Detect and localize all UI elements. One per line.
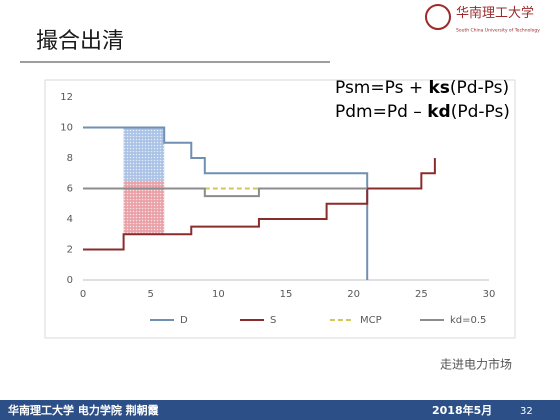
footer-date: 2018年5月 xyxy=(432,403,492,417)
formula-part: (Pd-Ps) xyxy=(450,78,509,98)
x-tick-label: 20 xyxy=(347,289,360,300)
formula-part: kd xyxy=(427,102,450,122)
footer-bar xyxy=(0,400,560,420)
formula-part: Psm=Ps + xyxy=(335,78,428,98)
shaded-texture xyxy=(123,180,165,235)
logo-subtext: South China University of Technology xyxy=(456,28,540,34)
x-tick-label: 0 xyxy=(80,289,86,300)
formula-part: ks xyxy=(428,78,449,98)
logo-text: 华南理工大学 xyxy=(456,5,534,20)
footer-left: 华南理工大学 电力学院 荆朝霞 xyxy=(8,403,160,417)
y-tick-label: 10 xyxy=(60,123,73,134)
x-tick-label: 5 xyxy=(147,289,153,300)
chart-frame xyxy=(44,79,516,339)
watermark: 走进电力市场 xyxy=(440,357,512,372)
shaded-texture xyxy=(123,127,165,181)
legend-label: D xyxy=(180,315,188,326)
y-tick-label: 2 xyxy=(67,245,73,256)
x-tick-label: 15 xyxy=(280,289,293,300)
legend-label: kd=0.5 xyxy=(450,315,486,326)
formula: Pdm=Pd – kd(Pd-Ps) xyxy=(335,102,510,122)
series-line xyxy=(83,126,369,280)
page-number: 32 xyxy=(520,406,533,417)
y-tick-label: 8 xyxy=(67,153,73,164)
series-line xyxy=(83,187,368,198)
x-tick-label: 30 xyxy=(483,289,496,300)
slide-title: 撮合出清 xyxy=(36,29,124,54)
y-tick-label: 12 xyxy=(60,92,73,103)
x-tick-label: 25 xyxy=(415,289,428,300)
formula-part: Pdm=Pd – xyxy=(335,102,427,122)
formula-part: (Pd-Ps) xyxy=(451,102,510,122)
x-tick-label: 10 xyxy=(212,289,225,300)
logo-emblem xyxy=(425,4,451,30)
y-tick-label: 0 xyxy=(67,275,73,286)
series-line xyxy=(83,158,436,251)
chart: 0 2 4 6 8 10 12 0 5 10 15 20 25 30 D S MCP kd=0.5 xyxy=(60,92,495,326)
formula: Psm=Ps + ks(Pd-Ps) xyxy=(335,78,509,98)
y-tick-label: 4 xyxy=(67,214,73,225)
legend-label: S xyxy=(270,315,276,326)
legend-label: MCP xyxy=(360,315,382,326)
y-tick-label: 6 xyxy=(67,184,73,195)
formulas: Psm=Ps + ks(Pd-Ps)Pdm=Pd – kd(Pd-Ps) xyxy=(335,78,510,122)
